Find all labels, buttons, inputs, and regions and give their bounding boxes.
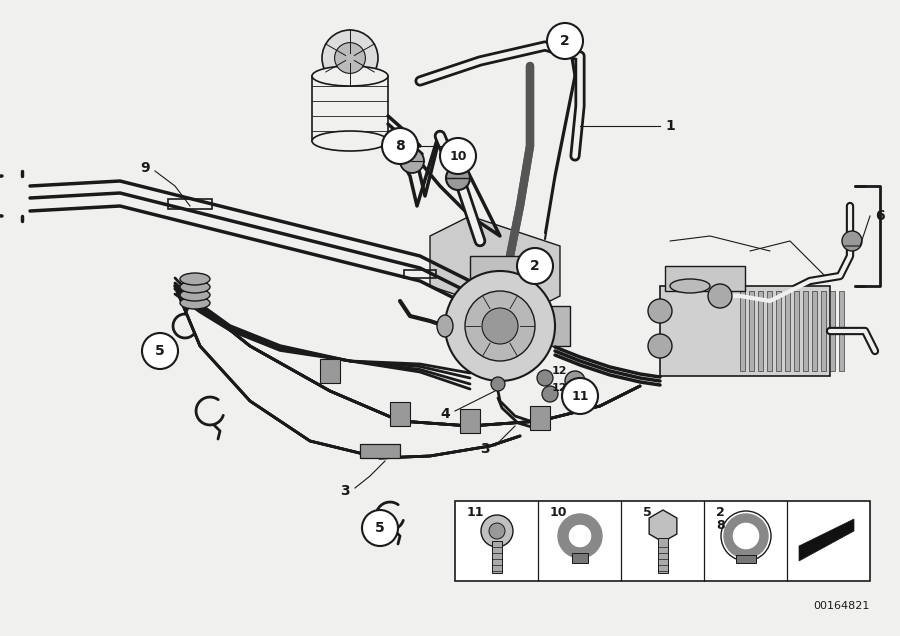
Bar	[839, 291, 844, 371]
Bar	[736, 555, 756, 563]
Bar	[758, 291, 763, 371]
Circle shape	[481, 515, 513, 547]
Circle shape	[382, 128, 418, 164]
Bar	[320, 359, 340, 383]
Circle shape	[362, 510, 398, 546]
Bar	[665, 266, 745, 291]
Circle shape	[142, 333, 178, 369]
Ellipse shape	[312, 66, 388, 86]
Ellipse shape	[437, 315, 453, 337]
Circle shape	[489, 523, 505, 539]
Circle shape	[400, 149, 424, 173]
Bar	[776, 291, 781, 371]
Circle shape	[547, 23, 583, 59]
Text: 9: 9	[140, 161, 150, 175]
Bar	[821, 291, 826, 371]
Text: 6: 6	[875, 209, 885, 223]
Bar	[470, 256, 530, 286]
Text: 4: 4	[440, 407, 450, 421]
Bar	[530, 406, 550, 430]
Circle shape	[648, 299, 672, 323]
Text: 11: 11	[467, 506, 484, 519]
Circle shape	[648, 334, 672, 358]
Text: 3: 3	[481, 442, 490, 456]
Bar	[767, 291, 772, 371]
Bar	[660, 286, 830, 376]
Ellipse shape	[180, 289, 210, 301]
Polygon shape	[430, 216, 560, 316]
Text: 00164821: 00164821	[814, 601, 870, 611]
Polygon shape	[649, 510, 677, 542]
Text: 5: 5	[643, 506, 652, 519]
Bar	[740, 291, 745, 371]
Text: 2: 2	[560, 34, 570, 48]
Text: 10: 10	[550, 506, 568, 519]
Bar	[803, 291, 808, 371]
Polygon shape	[799, 519, 854, 561]
Ellipse shape	[180, 297, 210, 309]
Text: 7: 7	[395, 139, 405, 153]
Bar	[830, 291, 835, 371]
Circle shape	[465, 291, 535, 361]
Text: 12: 12	[552, 383, 568, 393]
Text: 1: 1	[665, 119, 675, 133]
Text: 2: 2	[530, 259, 540, 273]
Text: 3: 3	[340, 484, 350, 498]
Bar	[460, 409, 480, 433]
Circle shape	[708, 284, 732, 308]
Bar	[812, 291, 817, 371]
Circle shape	[565, 371, 585, 391]
Bar	[404, 270, 436, 278]
Text: 10: 10	[449, 149, 467, 163]
Circle shape	[446, 166, 470, 190]
Ellipse shape	[312, 131, 388, 151]
Ellipse shape	[180, 281, 210, 293]
Text: 5: 5	[155, 344, 165, 358]
Text: 11: 11	[572, 389, 589, 403]
Circle shape	[440, 138, 476, 174]
Bar	[390, 402, 410, 426]
Text: 12: 12	[552, 366, 568, 376]
Bar	[794, 291, 799, 371]
Text: 5: 5	[375, 521, 385, 535]
Circle shape	[322, 30, 378, 86]
Circle shape	[491, 377, 505, 391]
Circle shape	[842, 231, 862, 251]
Bar	[492, 541, 502, 573]
Circle shape	[537, 370, 553, 386]
Circle shape	[542, 386, 558, 402]
Text: 8: 8	[716, 519, 725, 532]
Circle shape	[335, 43, 365, 73]
Bar	[749, 291, 754, 371]
Circle shape	[517, 248, 553, 284]
Bar	[455, 501, 870, 581]
Text: 2: 2	[716, 506, 725, 519]
Circle shape	[482, 308, 518, 344]
Bar	[540, 306, 570, 346]
Ellipse shape	[670, 279, 710, 293]
Text: 8: 8	[395, 139, 405, 153]
Bar	[658, 538, 668, 573]
Bar	[360, 444, 400, 458]
Circle shape	[445, 271, 555, 381]
Bar	[572, 553, 588, 563]
Circle shape	[562, 378, 598, 414]
Bar	[785, 291, 790, 371]
Ellipse shape	[180, 273, 210, 285]
Bar	[168, 199, 212, 209]
